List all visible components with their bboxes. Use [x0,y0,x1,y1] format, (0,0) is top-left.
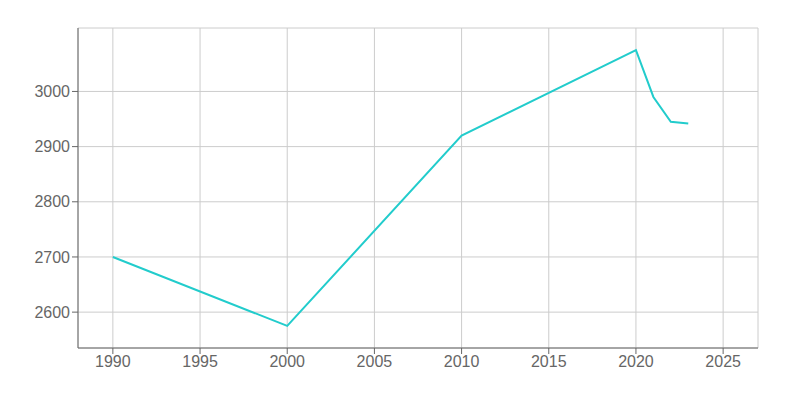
svg-text:2020: 2020 [618,353,654,370]
svg-text:2005: 2005 [357,353,393,370]
svg-text:2900: 2900 [34,138,70,155]
svg-text:2000: 2000 [269,353,305,370]
svg-text:3000: 3000 [34,83,70,100]
svg-text:2800: 2800 [34,193,70,210]
svg-text:2010: 2010 [444,353,480,370]
svg-text:2015: 2015 [531,353,567,370]
svg-text:1995: 1995 [182,353,218,370]
svg-text:2700: 2700 [34,249,70,266]
svg-text:1990: 1990 [95,353,131,370]
svg-text:2025: 2025 [705,353,741,370]
svg-text:2600: 2600 [34,304,70,321]
